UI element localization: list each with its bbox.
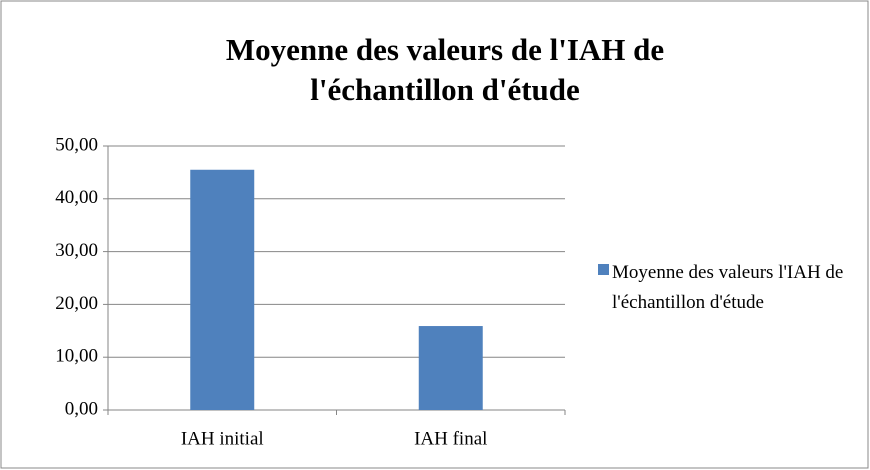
x-tick-label: IAH initial <box>181 428 264 449</box>
y-tick-label: 0,00 <box>65 398 98 419</box>
y-tick-label: 40,00 <box>55 187 98 208</box>
y-tick-label: 20,00 <box>55 293 98 314</box>
legend-label: Moyenne des valeurs l'IAH de l'échantill… <box>612 262 844 313</box>
legend-key <box>598 264 609 275</box>
bar <box>418 326 483 410</box>
y-tick-label: 10,00 <box>55 346 98 367</box>
y-tick-label: 50,00 <box>55 134 98 155</box>
bar <box>190 169 255 410</box>
y-tick-label: 30,00 <box>55 240 98 261</box>
x-tick-label: IAH final <box>414 428 487 449</box>
chart-title: Moyenne des valeurs de l'IAH de l'échant… <box>225 32 665 107</box>
